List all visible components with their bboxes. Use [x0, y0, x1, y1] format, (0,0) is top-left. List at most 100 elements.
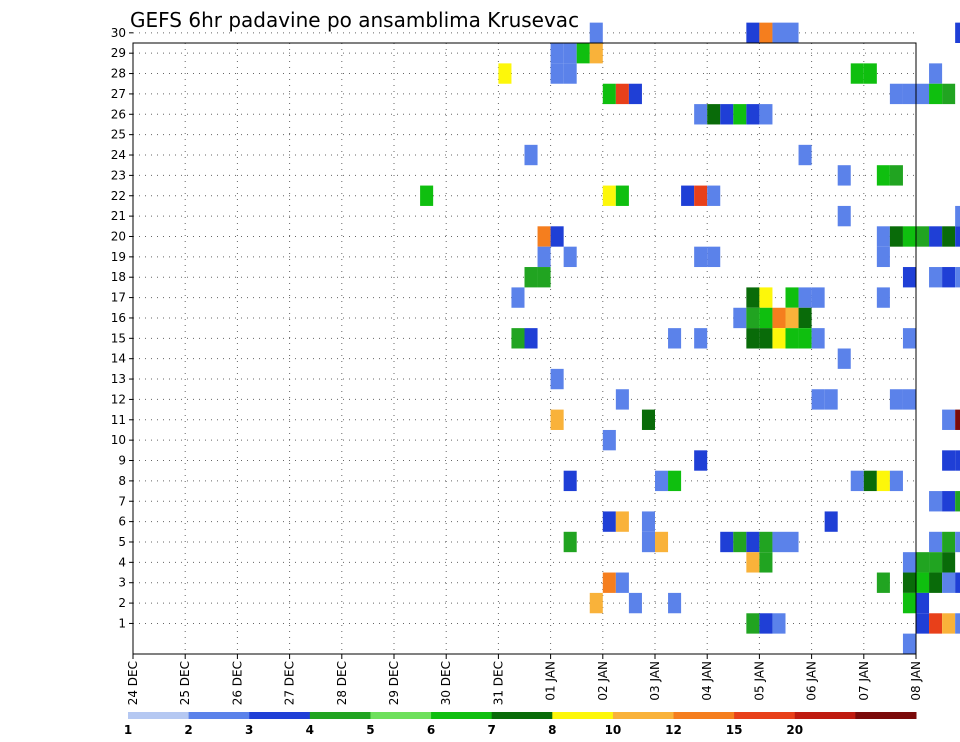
heatmap-cell: [902, 389, 916, 410]
colorbar-segment: [309, 712, 371, 719]
heatmap-cell: [524, 267, 538, 288]
heatmap-cell: [772, 613, 786, 634]
heatmap-cell: [942, 267, 956, 288]
heatmap-cell: [929, 613, 943, 634]
heatmap-cell: [681, 185, 695, 206]
heatmap-cell: [916, 226, 930, 247]
heatmap-cell: [889, 226, 903, 247]
heatmap-cell: [942, 491, 956, 512]
y-tick-label: 6: [118, 515, 126, 529]
colorbar-label: 3: [245, 723, 253, 737]
heatmap-cell: [628, 592, 642, 614]
heatmap-cell: [707, 246, 721, 268]
heatmap-cell: [902, 552, 916, 573]
heatmap-cell: [955, 491, 960, 512]
y-tick-label: 27: [111, 87, 126, 101]
colorbar-label: 8: [548, 723, 556, 737]
x-tick-label: 03 JAN: [648, 661, 662, 701]
heatmap-cell: [942, 409, 956, 430]
heatmap-cell: [902, 633, 916, 654]
heatmap-cell: [746, 307, 760, 329]
heatmap-cell: [942, 572, 956, 593]
heatmap-cell: [746, 22, 760, 43]
colorbar-label: 15: [726, 723, 743, 737]
colorbar-segment: [855, 712, 917, 719]
heatmap-cell: [863, 470, 877, 492]
heatmap-cell: [537, 246, 551, 268]
heatmap-cell: [733, 531, 747, 553]
heatmap-cell: [720, 531, 734, 553]
heatmap-cell: [876, 287, 890, 308]
heatmap-cell: [733, 104, 747, 125]
colorbar-label: 12: [665, 723, 682, 737]
heatmap-cell: [785, 22, 799, 43]
heatmap-cell: [902, 267, 916, 288]
heatmap-cell: [615, 389, 629, 410]
heatmap-cell: [942, 552, 956, 573]
heatmap-cell: [837, 165, 851, 186]
heatmap-cell: [929, 226, 943, 247]
heatmap-cells: [420, 22, 960, 654]
heatmap-cell: [785, 287, 799, 308]
heatmap-cell: [615, 83, 629, 105]
heatmap-cell: [641, 531, 655, 553]
heatmap-cell: [850, 470, 864, 492]
x-tick-label: 07 JAN: [857, 661, 871, 701]
y-tick-label: 20: [111, 229, 126, 243]
heatmap-cell: [929, 572, 943, 593]
heatmap-cell: [746, 287, 760, 308]
y-tick-label: 22: [111, 189, 126, 203]
heatmap-cell: [772, 328, 786, 349]
heatmap-cell: [955, 22, 960, 43]
heatmap-cell: [902, 592, 916, 614]
heatmap-cell: [550, 368, 564, 390]
heatmap-cell: [955, 572, 960, 593]
heatmap-cell: [955, 531, 960, 553]
heatmap-cell: [563, 246, 577, 268]
heatmap-cell: [929, 552, 943, 573]
colorbar-label: 7: [488, 723, 496, 737]
heatmap-cell: [798, 144, 812, 166]
heatmap-cell: [759, 307, 773, 329]
heatmap-cell: [916, 83, 930, 105]
x-tick-label: 27 DEC: [283, 661, 297, 705]
y-tick-label: 19: [111, 250, 126, 264]
heatmap-cell: [837, 205, 851, 227]
heatmap-cell: [655, 470, 669, 492]
heatmap-cell: [589, 592, 603, 614]
x-axis-ticks: 24 DEC 25 DEC 26 DEC 27 DEC 28 DEC 29 DEC 30 D…: [126, 654, 923, 705]
heatmap-cell: [641, 409, 655, 430]
heatmap-cell: [876, 246, 890, 268]
y-tick-label: 26: [111, 107, 126, 121]
heatmap-cell: [602, 572, 616, 593]
colorbar-legend: 1 2 3 4 5 6 7 8 10 12 15 20: [124, 712, 917, 737]
heatmap-cell: [916, 552, 930, 573]
heatmap-cell: [746, 552, 760, 573]
chart-title: GEFS 6hr padavine po ansamblima Krusevac: [130, 8, 579, 32]
heatmap-cell: [694, 104, 708, 125]
colorbar-label: 5: [366, 723, 374, 737]
heatmap-cell: [550, 63, 564, 84]
heatmap-cell: [916, 613, 930, 634]
heatmap-cell: [902, 572, 916, 593]
heatmap-cell: [798, 287, 812, 308]
colorbar-label: 6: [427, 723, 435, 737]
y-tick-label: 12: [111, 392, 126, 406]
heatmap-cell: [694, 450, 708, 471]
heatmap-cell: [889, 165, 903, 186]
y-tick-label: 28: [111, 67, 126, 81]
heatmap-cell: [602, 511, 616, 532]
heatmap-cell: [942, 450, 956, 471]
colorbar-label: 4: [306, 723, 314, 737]
heatmap-cell: [916, 592, 930, 614]
heatmap-cell: [785, 307, 799, 329]
heatmap-cell: [707, 104, 721, 125]
heatmap-cell: [811, 389, 825, 410]
heatmap-cell: [628, 83, 642, 105]
heatmap-cell: [759, 328, 773, 349]
heatmap-cell: [785, 531, 799, 553]
y-tick-label: 13: [111, 372, 126, 386]
colorbar-segment: [612, 712, 675, 719]
heatmap-cell: [668, 470, 682, 492]
x-tick-label: 02 JAN: [596, 661, 610, 701]
